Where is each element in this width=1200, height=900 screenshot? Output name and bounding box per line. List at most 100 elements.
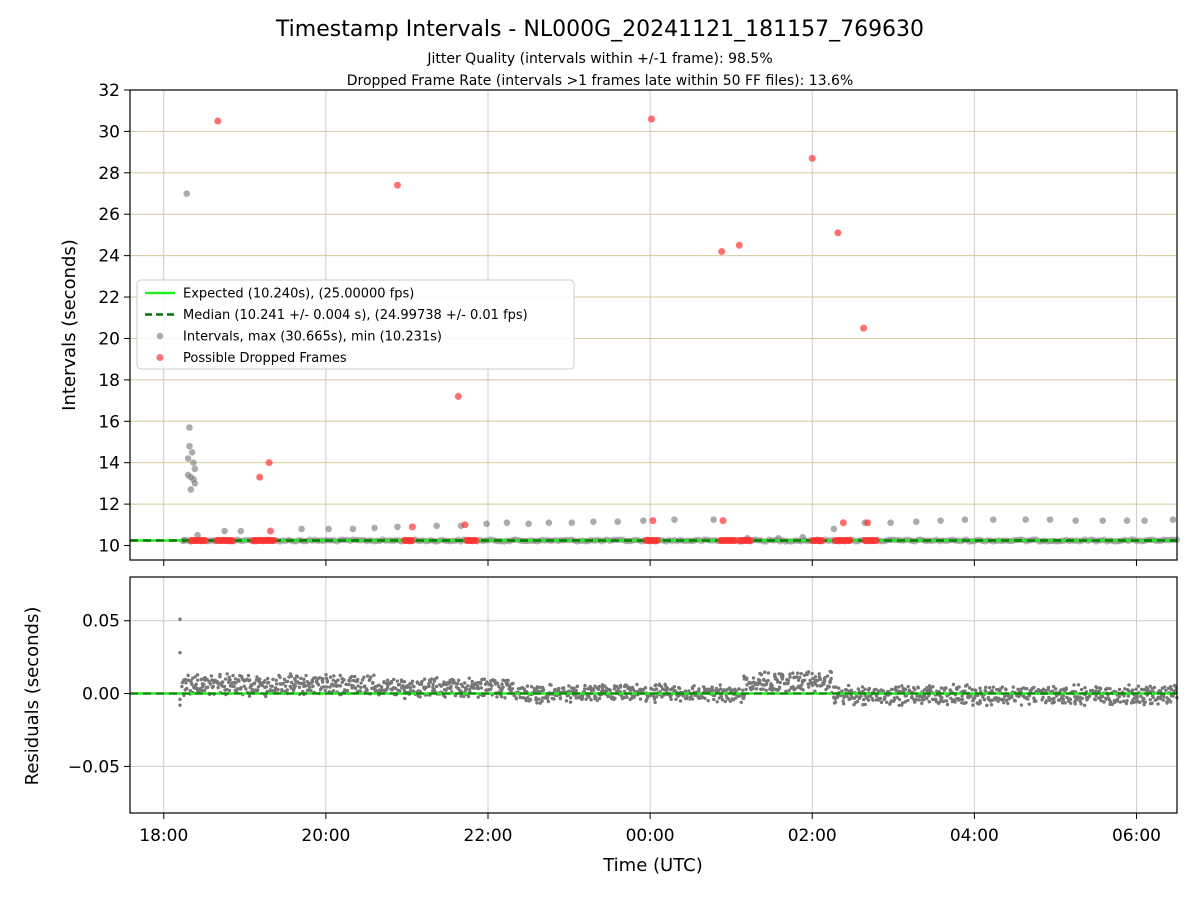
residual-point xyxy=(471,686,476,691)
residual-point xyxy=(242,684,246,688)
residual-point xyxy=(896,685,901,689)
legend-entry-label: Possible Dropped Frames xyxy=(183,351,347,366)
residual-point xyxy=(719,695,724,699)
residual-point xyxy=(1099,698,1103,703)
residual-point xyxy=(710,685,714,689)
residual-point xyxy=(808,678,812,683)
residual-point xyxy=(995,687,999,692)
dropped-frame-point xyxy=(647,115,655,123)
residual-point xyxy=(363,684,367,688)
residual-point xyxy=(882,696,887,701)
residual-point xyxy=(759,673,764,677)
chart-legend: Expected (10.240s), (25.00000 fps) Median… xyxy=(136,279,575,370)
residual-point xyxy=(794,675,799,679)
residual-point xyxy=(348,679,352,683)
intervals-y-tick-label: 10 xyxy=(98,537,120,557)
time-x-label: Time (UTC) xyxy=(602,855,703,876)
residual-point xyxy=(434,684,439,689)
residual-point xyxy=(274,682,279,686)
residual-point xyxy=(1131,700,1136,704)
residual-point xyxy=(608,688,612,693)
residual-point xyxy=(338,684,343,688)
dropped-frame-point xyxy=(267,527,275,535)
residual-point xyxy=(842,695,846,700)
residual-point xyxy=(894,688,899,693)
residual-point xyxy=(672,685,676,689)
dropped-frame-point xyxy=(408,537,416,545)
residual-point xyxy=(511,681,515,686)
residual-point xyxy=(1002,694,1007,698)
residual-point xyxy=(362,675,366,680)
residual-point xyxy=(677,686,682,691)
interval-point xyxy=(191,480,199,487)
residual-point xyxy=(321,677,325,681)
residual-point xyxy=(986,695,990,700)
residual-point xyxy=(549,683,553,687)
residual-point xyxy=(996,699,1000,704)
residual-point xyxy=(815,684,819,688)
intervals-y-tick-label: 18 xyxy=(98,371,120,391)
residual-point xyxy=(408,686,413,690)
residual-point xyxy=(353,686,358,690)
residual-point xyxy=(476,686,481,691)
residual-point xyxy=(616,687,620,691)
residual-point xyxy=(278,675,282,680)
residual-point xyxy=(690,686,695,691)
residual-point xyxy=(473,681,478,685)
residual-point xyxy=(703,696,707,700)
residual-point xyxy=(643,686,648,690)
residual-point xyxy=(869,694,873,698)
residual-point xyxy=(524,698,529,703)
residual-point xyxy=(687,689,691,693)
residual-point xyxy=(583,687,587,691)
residual-point xyxy=(862,697,866,702)
residual-point xyxy=(791,685,795,689)
residual-point xyxy=(234,681,238,685)
interval-point xyxy=(503,519,511,527)
residual-point xyxy=(949,696,953,701)
residual-point xyxy=(897,703,901,707)
residual-point xyxy=(246,673,251,678)
residual-point xyxy=(392,677,396,682)
residual-point xyxy=(541,685,545,690)
chart-title: Timestamp Intervals - NL000G_20241121_18… xyxy=(275,17,924,42)
residual-point xyxy=(654,683,658,687)
residual-point xyxy=(456,678,461,683)
residual-point xyxy=(971,703,975,707)
residual-point xyxy=(256,688,260,693)
interval-point xyxy=(187,486,195,493)
residual-point xyxy=(615,684,619,689)
interval-point xyxy=(1072,517,1079,524)
residual-point xyxy=(385,685,390,690)
residual-point xyxy=(791,671,795,675)
residual-point xyxy=(466,684,470,688)
residual-point xyxy=(419,682,424,687)
residual-point xyxy=(989,703,994,707)
residual-point xyxy=(817,672,821,676)
residual-point xyxy=(324,685,329,689)
residual-point xyxy=(525,684,530,688)
residual-point xyxy=(594,695,598,700)
residual-point xyxy=(333,681,338,685)
residual-point xyxy=(766,671,771,675)
residual-outlier-point xyxy=(178,703,182,707)
residual-point xyxy=(1113,700,1117,704)
residual-point xyxy=(478,680,483,685)
dropped-frame-point xyxy=(649,517,657,525)
residual-point xyxy=(900,703,904,707)
residual-point xyxy=(721,689,726,693)
interval-point xyxy=(989,516,997,523)
residual-point xyxy=(500,688,504,692)
residual-point xyxy=(715,700,719,704)
residual-point xyxy=(493,678,497,683)
residual-point xyxy=(758,678,762,683)
residual-point xyxy=(723,699,728,704)
residual-point xyxy=(364,687,369,691)
residual-outlier-point xyxy=(178,617,182,621)
residuals-y-tick-label: 0.00 xyxy=(82,685,120,705)
interval-point xyxy=(1022,516,1029,523)
residual-point xyxy=(916,686,920,690)
residual-point xyxy=(764,682,769,686)
residual-point xyxy=(308,685,312,689)
interval-point xyxy=(799,533,807,541)
